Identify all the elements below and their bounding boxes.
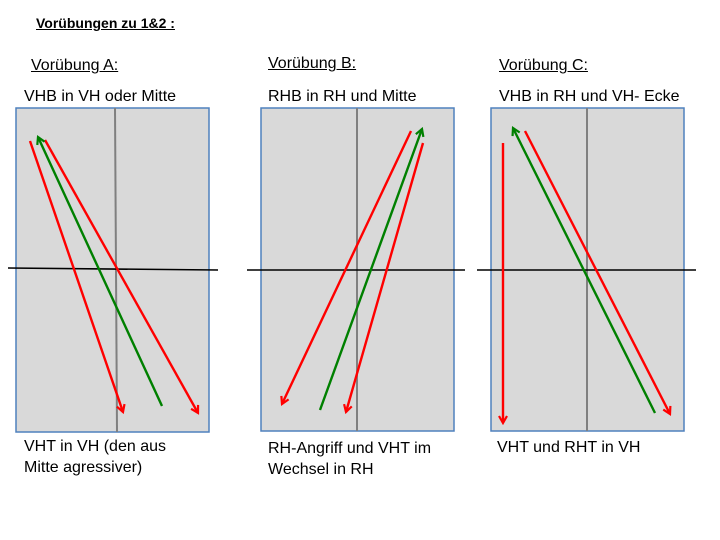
panel-a-center-line xyxy=(114,107,118,433)
panel-b-top-text: RHB in RH und Mitte xyxy=(268,88,417,105)
page-title: Vorübungen zu 1&2 : xyxy=(36,15,175,31)
panel-a-green-arrow xyxy=(38,137,164,407)
panel-a-bottom-line-1: VHT in VH (den aus xyxy=(24,438,166,455)
panel-a-heading: Vorübung A: xyxy=(31,57,119,74)
panel-b-green-arrow xyxy=(318,129,422,411)
panel-a-red-arrow-2 xyxy=(43,139,198,413)
panel-b-bottom-line-2: Wechsel in RH xyxy=(268,461,374,478)
panel-b-red-arrow-2 xyxy=(346,142,425,412)
panel-a-net xyxy=(7,267,219,271)
panel-c-red-arrow-2 xyxy=(523,130,670,414)
panel-b-heading: Vorübung B: xyxy=(268,55,357,72)
panel-b-red-arrow-1 xyxy=(282,130,413,404)
panel-c-heading: Vorübung C: xyxy=(499,57,588,74)
panel-a-bottom-line-2: Mitte agressiver) xyxy=(24,459,143,476)
panel-a-diagram xyxy=(7,107,219,433)
panel-c-green-arrow xyxy=(513,128,657,414)
panel-b-diagram xyxy=(247,107,465,432)
panel-a-top-text: VHB in VH oder Mitte xyxy=(24,88,177,105)
panel-a-red-arrow-1 xyxy=(28,140,123,412)
panel-c-diagram xyxy=(477,107,696,432)
panel-c-bottom-line-1: VHT und RHT in VH xyxy=(497,439,641,456)
panel-b-bottom-line-1: RH-Angriff und VHT im xyxy=(268,440,432,457)
panel-c-top-text: VHB in RH und VH- Ecke xyxy=(499,88,680,105)
